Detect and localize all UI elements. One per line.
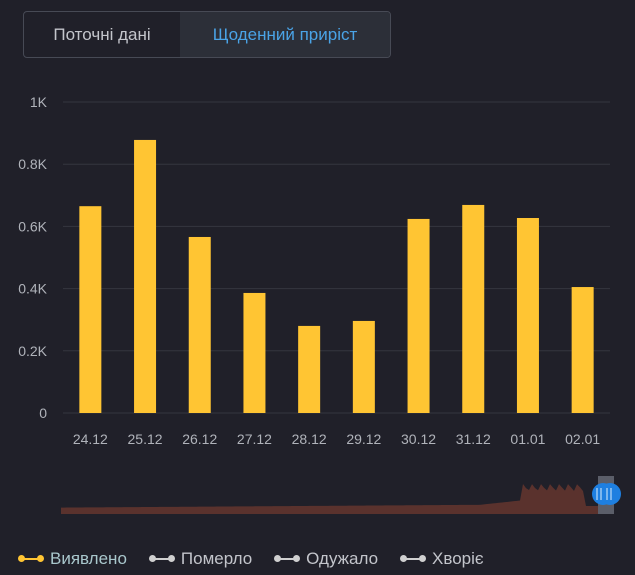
x-tick-label: 26.12	[182, 431, 217, 447]
bar	[352, 320, 375, 413]
x-tick-label: 29.12	[346, 431, 381, 447]
x-tick-label: 25.12	[128, 431, 163, 447]
legend-marker-icon	[18, 555, 44, 562]
bar	[571, 287, 594, 413]
legend-item[interactable]: Виявлено	[18, 549, 127, 569]
y-tick-label: 0.8K	[18, 156, 47, 172]
bar	[188, 236, 211, 413]
legend-label: Одужало	[306, 549, 379, 568]
legend-marker-icon	[274, 555, 301, 562]
y-tick-label: 0.2K	[18, 343, 47, 359]
legend-item[interactable]: Померло	[148, 549, 253, 569]
tab-daily-growth[interactable]: Щоденний приріст	[180, 12, 390, 57]
bar	[298, 325, 321, 413]
bar	[243, 292, 266, 413]
legend: Виявлено Померло Одужало Хворіє	[18, 549, 484, 569]
y-tick-label: 0	[39, 405, 47, 421]
legend-label: Хворіє	[432, 549, 484, 568]
legend-label: Померло	[180, 549, 253, 568]
x-tick-label: 31.12	[456, 431, 491, 447]
legend-label: Виявлено	[50, 549, 127, 568]
x-tick-label: 27.12	[237, 431, 272, 447]
bar	[79, 206, 102, 413]
legend-marker-icon	[148, 555, 175, 562]
x-tick-label: 01.01	[510, 431, 545, 447]
bar	[407, 218, 430, 413]
bar	[516, 218, 539, 413]
x-tick-label: 28.12	[292, 431, 327, 447]
legend-item[interactable]: Одужало	[274, 549, 378, 569]
y-tick-label: 0.4K	[18, 281, 47, 297]
bar	[134, 139, 157, 413]
bar	[462, 204, 485, 413]
x-tick-label: 02.01	[565, 431, 600, 447]
x-tick-label: 30.12	[401, 431, 436, 447]
x-tick-label: 24.12	[73, 431, 108, 447]
legend-item[interactable]: Хворіє	[400, 549, 484, 569]
y-tick-label: 1K	[30, 94, 48, 110]
view-tabs: Поточні дані Щоденний приріст	[23, 11, 391, 58]
y-tick-label: 0.6K	[18, 218, 47, 234]
navigator-handle-right[interactable]	[599, 483, 621, 505]
bar-chart: 0 0.2K 0.4K 0.6K 0.8K 1K 24.12 25.12 26.12 27.12 2…	[18, 94, 621, 514]
legend-marker-icon	[400, 555, 427, 562]
navigator-series	[61, 484, 600, 514]
tab-current-data[interactable]: Поточні дані	[53, 24, 151, 44]
